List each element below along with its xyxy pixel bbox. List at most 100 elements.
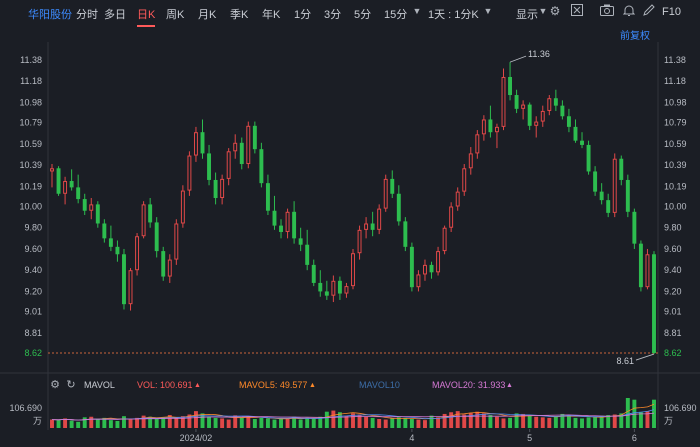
candle-body-down [122,254,126,305]
volume-bar [311,419,316,428]
candle-body-up [357,229,362,254]
stock-name[interactable]: 华阳股份 [28,9,72,21]
mavol5-up-arrow-icon: ▲ [309,382,316,389]
volume-bar [141,415,146,428]
mavol5-value: MAVOL5: 49.577 [239,380,308,390]
volume-bar [423,420,427,428]
period-chevron-down-icon[interactable]: ▼ [483,6,493,16]
volume-bar [148,416,153,428]
vol-max-right: 106.690 [664,403,697,413]
candle-body-down [213,179,218,199]
candle-body-up [521,104,526,109]
volume-bar [108,420,113,428]
candle-body-down [527,104,532,126]
candle-body-down [403,221,408,247]
tab-daily-k[interactable]: 日K [137,6,156,27]
candle-body-up [174,223,179,260]
mavol10-label: MAVOL10 [359,380,400,390]
bell-icon[interactable] [622,4,636,18]
tab-intraday[interactable]: 分时 [76,9,98,21]
camera-icon[interactable] [600,4,614,18]
candle-body-up [534,121,539,126]
vol-up-arrow-icon: ▲ [194,382,201,389]
price-tick-right: 10.19 [664,181,687,191]
price-tick-left: 9.01 [24,307,42,317]
high-pointer [509,55,527,63]
tab-monthly-k[interactable]: 月K [198,9,217,21]
tab-3min[interactable]: 3分 [324,9,342,21]
tab-5min[interactable]: 5分 [354,9,372,21]
volume-bar [285,418,290,428]
tab-quarterly-k[interactable]: 季K [230,9,249,21]
volume-bar [135,417,140,428]
candle-body-down [488,119,493,133]
price-tick-left: 10.39 [19,160,42,170]
volume-bar [494,416,499,428]
price-tick-right: 8.81 [664,328,682,338]
volume-bar [553,416,558,428]
candle-body-down [272,210,277,226]
close-box-icon[interactable] [570,4,584,18]
volume-bar [468,412,473,428]
candle-body-down [553,98,558,106]
volume-bar [318,416,323,428]
volume-bar [396,417,401,428]
last-price-box-right [660,347,700,359]
volume-bar [239,417,244,428]
volume-bar [259,417,264,428]
mavol5-line [51,403,655,421]
tab-1min[interactable]: 1分 [294,9,312,21]
adjust-mode-button[interactable]: 前复权 [620,31,650,42]
volume-bar [265,418,270,428]
tab-multi-day[interactable]: 多日 [104,9,126,21]
volume-bar [481,413,486,428]
draw-tool-icon[interactable] [642,4,656,18]
display-chevron-down-icon[interactable]: ▼ [538,6,548,16]
candle-body-down [298,238,303,245]
volume-bar [586,417,591,428]
candle-body-up [423,264,427,275]
settings-gear-icon[interactable]: ⚙ [549,4,561,18]
price-tick-right: 10.98 [664,97,687,107]
candle-body-down [390,178,395,194]
candle-body-up [377,208,382,230]
candle-body-down [324,291,329,296]
candle-body-down [514,95,519,109]
candle-body-down [154,222,159,252]
chevron-down-icon[interactable]: ▼ [412,6,422,16]
volume-bar [540,417,545,428]
volume-bar [534,416,539,428]
f10-button[interactable]: F10 [662,6,681,18]
price-tick-right: 9.01 [664,307,682,317]
indicator-settings-icon[interactable]: ⚙ [50,379,60,391]
volume-bar [128,419,133,428]
vol-value: VOL: 100.691 [137,380,193,390]
tab-weekly-k[interactable]: 周K [166,9,185,21]
candle-body-down [566,116,571,127]
candle-body-down [632,211,637,244]
candle-body-up [351,253,355,287]
volume-bar [429,415,434,428]
indicator-name[interactable]: MAVOL [84,380,115,390]
display-menu[interactable]: 显示 [516,9,538,21]
indicator-refresh-icon[interactable]: ↻ [66,379,76,391]
volume-bar [89,416,94,428]
candle-body-down [161,251,166,277]
volume-bar [298,419,303,428]
tab-15min[interactable]: 15分 [384,9,408,21]
volume-bar [403,417,408,428]
volume-bar [213,417,218,428]
top-toolbar: 华阳股份 分时 多日 日K 周K 月K 季K 年K 1分 3分 5分 15分 ▼… [0,0,700,27]
candle-body-down [429,264,434,273]
volume-bar [638,412,643,428]
volume-bar [69,420,74,428]
candle-body-up [494,126,499,133]
period-selector[interactable]: 1天 : 1分K [428,9,479,21]
candle-body-up [128,270,133,305]
tab-yearly-k[interactable]: 年K [262,9,281,21]
volume-bar [645,411,650,428]
volume-bar [573,417,578,428]
last-price-right: 8.62 [664,348,682,358]
volume-bar [95,419,100,428]
candle-body-up [468,153,473,169]
